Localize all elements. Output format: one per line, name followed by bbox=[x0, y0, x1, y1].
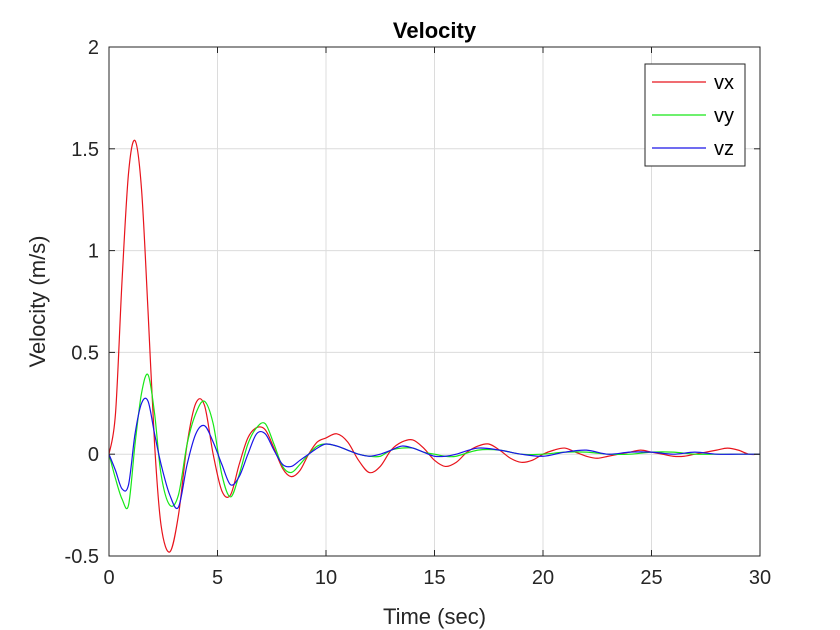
y-tick-label: 1.5 bbox=[71, 139, 99, 161]
y-tick-labels: -0.5 0 0.5 1 1.5 2 bbox=[65, 37, 99, 568]
y-tick-label: -0.5 bbox=[65, 546, 99, 568]
x-tick-label: 30 bbox=[749, 567, 771, 589]
y-tick-label: 0 bbox=[88, 444, 99, 466]
chart-title: Velocity bbox=[393, 18, 477, 43]
series-line-vz bbox=[108, 397, 760, 509]
x-tick-label: 0 bbox=[103, 567, 114, 589]
x-tick-labels: 0 5 10 15 20 25 30 bbox=[103, 567, 771, 589]
tick-marks bbox=[108, 46, 761, 557]
series-layer bbox=[108, 139, 761, 553]
y-tick-label: 2 bbox=[88, 37, 99, 59]
legend-label-vy: vy bbox=[714, 105, 734, 127]
legend-label-vz: vz bbox=[714, 138, 734, 160]
x-axis-label: Time (sec) bbox=[383, 604, 486, 629]
x-tick-label: 10 bbox=[315, 567, 337, 589]
y-tick-label: 0.5 bbox=[71, 342, 99, 364]
y-tick-label: 1 bbox=[88, 241, 99, 263]
legend: vx vy vz bbox=[644, 63, 746, 167]
x-tick-label: 5 bbox=[212, 567, 223, 589]
legend-label-vx: vx bbox=[714, 72, 734, 94]
x-tick-label: 15 bbox=[423, 567, 445, 589]
series-line-vx bbox=[108, 139, 761, 553]
x-tick-label: 20 bbox=[532, 567, 554, 589]
x-tick-label: 25 bbox=[640, 567, 662, 589]
y-axis-label: Velocity (m/s) bbox=[25, 235, 50, 367]
